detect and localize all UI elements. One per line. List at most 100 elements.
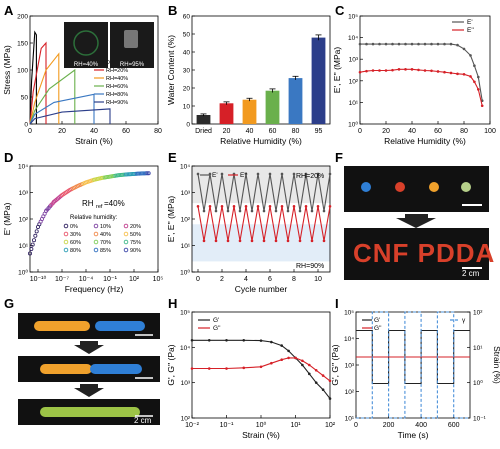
legend-marker-d-1: [93, 223, 99, 229]
marker-c-0-1: [365, 42, 368, 46]
legend-label-d-2: 20%: [130, 224, 141, 230]
stress-curve-5: [29, 108, 111, 125]
x-tick-label-a-0: 0: [28, 128, 32, 135]
panel-label-f: F: [335, 150, 343, 165]
master-curve-point-13-5: [138, 171, 143, 176]
legend-label-d-3: 30%: [70, 232, 81, 238]
marker-h-0-5: [270, 340, 273, 344]
y-tick-label-i-r-1: 10⁰: [473, 379, 483, 387]
y-axis-label-c: E', E'' (MPa): [332, 47, 342, 94]
stress-curve-0: [29, 30, 37, 125]
marker-h-1-7: [287, 356, 290, 360]
x-tick-label-i-2: 400: [415, 422, 427, 429]
legend-marker-d-10: [93, 247, 99, 253]
bar-0: [196, 115, 211, 124]
annotation-d-value: =40%: [104, 199, 125, 208]
modulus-line-h-0: [192, 339, 331, 399]
x-tick-label-h-1: 10⁻¹: [220, 422, 234, 429]
master-curve-point-13-1: [133, 171, 138, 176]
legend-label-d-9: 80%: [70, 248, 81, 254]
y-tick-label-i-r-2: 10¹: [473, 345, 483, 352]
annotation-e-bottom: RH=90%: [296, 263, 324, 270]
panel-label-h: H: [168, 296, 178, 311]
marker-e-0-22: [328, 172, 332, 176]
y-tick-label-b-3: 30: [183, 68, 191, 75]
marker-e-1-6: [232, 205, 236, 208]
marker-c-1-17: [469, 75, 472, 78]
master-curve-point-12-5: [130, 172, 135, 177]
y-tick-label-d-1: 10¹: [19, 243, 29, 250]
bar-4: [288, 78, 303, 124]
bar-3: [265, 90, 280, 124]
marker-h-1-1: [207, 367, 211, 370]
panel-label-g: G: [4, 296, 15, 311]
bar-2: [242, 99, 257, 124]
legend-title-d: Relative humidity:: [70, 215, 118, 221]
y-tick-label-h-0: 10²: [181, 416, 191, 423]
marker-h-1-8: [294, 356, 297, 360]
marker-e-0-9: [250, 209, 254, 213]
stress-curve-3: [29, 68, 76, 125]
marker-e-0-18: [304, 172, 308, 176]
scalebar-f-label: 2 cm: [462, 269, 480, 278]
marker-c-1-16: [462, 72, 466, 76]
marker-c-1-9: [417, 68, 420, 72]
x-tick-label-e-1: 2: [220, 276, 224, 283]
y-axis-label-h: G', G'' (Pa): [166, 344, 176, 385]
legend-marker-d-9: [63, 247, 69, 253]
marker-c-0-13: [443, 42, 446, 46]
legend-label-d-7: 70%: [100, 240, 111, 246]
panel-label-e: E: [168, 150, 177, 165]
x-tick-label-d-4: 10²: [129, 276, 140, 283]
legend-marker-d-8: [123, 239, 129, 245]
photo-g: 2 cm: [18, 313, 160, 425]
master-curve-point-14-0: [139, 171, 144, 176]
x-tick-label-c-0: 0: [358, 128, 362, 135]
marker-e-0-19: [310, 209, 314, 213]
y-tick-label-e-3: 10³: [181, 190, 191, 197]
x-tick-label-e-0: 0: [196, 276, 200, 283]
rod-blue-2: [90, 364, 142, 374]
y-axis-label-a: Stress (MPa): [2, 45, 12, 95]
x-tick-label-d-1: 10⁻⁷: [55, 276, 69, 283]
marker-e-1-11: [262, 239, 266, 243]
y-tick-label-b-2: 20: [183, 86, 191, 93]
master-curve-point-13-0: [131, 171, 136, 176]
bead-blue: [361, 182, 371, 192]
y-tick-label-i-0: 10¹: [345, 416, 355, 423]
marker-c-1-6: [397, 68, 401, 71]
marker-c-1-11: [430, 69, 433, 73]
bead-red: [395, 182, 405, 192]
marker-c-0-6: [397, 42, 401, 46]
master-curve-point-14-3: [143, 171, 148, 176]
x-tick-label-h-2: 10⁰: [256, 421, 267, 429]
y-tick-label-a-3: 150: [17, 41, 28, 48]
modulus-line-h-1: [192, 357, 331, 382]
y-tick-label-b-1: 10: [183, 104, 191, 111]
legend-marker-d-2: [123, 223, 129, 229]
x-tick-label-d-0: 10⁻¹⁰: [30, 275, 47, 283]
legend-label-d-10: 85%: [100, 248, 111, 254]
marker-h-0-7: [287, 349, 290, 353]
marker-e-1-20: [316, 205, 320, 208]
marker-e-0-14: [280, 172, 284, 176]
legend-label-i-1: G'': [374, 325, 382, 332]
marker-e-1-5: [226, 239, 230, 243]
marker-e-1-18: [304, 205, 308, 208]
marker-e-0-21: [322, 209, 326, 213]
x-tick-label-h-4: 10²: [325, 422, 336, 429]
x-axis-label-c: Relative Humidity (%): [384, 136, 466, 146]
x-tick-label-e-2: 4: [244, 276, 248, 283]
master-curve-point-12-1: [125, 172, 130, 177]
master-curve-point-13-3: [135, 171, 140, 176]
y-tick-label-i-r-0: 10⁻¹: [473, 416, 487, 423]
y-tick-label-b-5: 50: [183, 32, 191, 39]
y-tick-label-i-4: 10⁵: [344, 310, 354, 317]
marker-c-1-0: [358, 70, 362, 74]
panel-label-i: I: [335, 296, 339, 311]
marker-e-1-8: [244, 205, 248, 208]
marker-h-0-10: [308, 372, 311, 376]
marker-h-0-13: [328, 397, 332, 400]
marker-c-0-10: [423, 42, 427, 46]
marker-e-0-3: [214, 209, 218, 213]
